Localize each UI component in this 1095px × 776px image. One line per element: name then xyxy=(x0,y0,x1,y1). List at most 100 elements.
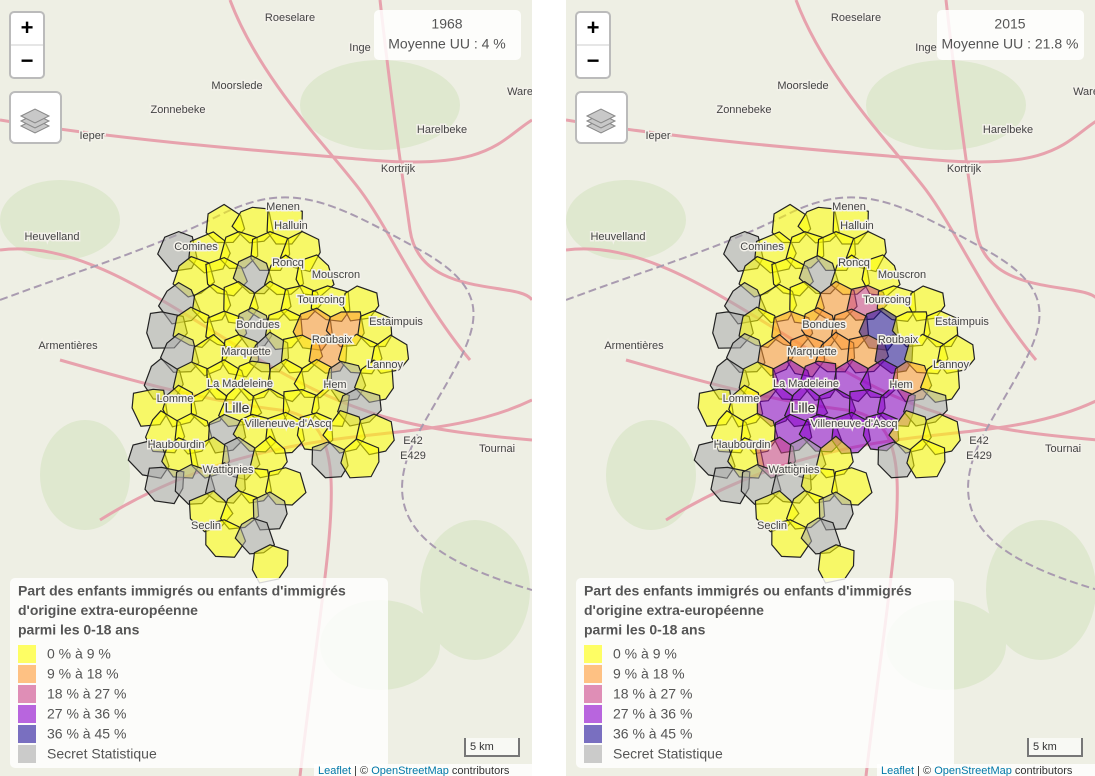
woodland xyxy=(606,420,696,530)
place-label: Kortrijk xyxy=(381,163,416,175)
legend-swatch xyxy=(584,705,602,723)
place-label: Lannoy xyxy=(367,359,404,371)
woodland xyxy=(420,520,530,660)
place-label: Zonnebeke xyxy=(150,104,205,116)
zoom-in-button[interactable]: + xyxy=(21,15,34,40)
scale-bar xyxy=(464,738,520,757)
place-label: Roeselare xyxy=(265,12,315,24)
commune xyxy=(771,519,813,558)
attribution-leaflet[interactable]: Leaflet xyxy=(881,765,914,776)
place-label: Comines xyxy=(740,241,784,253)
legend-label: Secret Statistique xyxy=(47,746,157,762)
place-label: Ieper xyxy=(79,130,104,142)
legend-swatch xyxy=(18,745,36,763)
attribution-separator: | © xyxy=(917,765,931,776)
zoom-out-button[interactable]: − xyxy=(21,48,34,73)
info-year: 2015 xyxy=(994,16,1025,32)
attribution-leaflet[interactable]: Leaflet xyxy=(318,765,351,776)
map-panel: Roeselare Inge Moorslede Zonnebeke Ieper Hare… xyxy=(566,0,1095,776)
info-average: Moyenne UU : 21.8 % xyxy=(942,36,1079,52)
place-label: Roncq xyxy=(838,257,870,269)
place-label: Lille xyxy=(225,400,250,416)
road xyxy=(794,0,1038,361)
road xyxy=(378,0,532,302)
commune xyxy=(877,441,915,479)
place-label: Roubaix xyxy=(878,334,919,346)
legend-label: 36 % à 45 % xyxy=(613,726,692,742)
legend-title: Part des enfants immigrés ou enfants d'i… xyxy=(18,583,346,599)
attribution-osm[interactable]: OpenStreetMap xyxy=(371,765,449,776)
layers-icon xyxy=(19,108,51,124)
woodland xyxy=(40,420,130,530)
place-label: Heuvelland xyxy=(590,231,645,243)
legend-label: 9 % à 18 % xyxy=(47,666,119,682)
place-label: Haubourdin xyxy=(148,439,205,451)
place-label: Estaimpuis xyxy=(935,316,989,328)
attribution: Leaflet | © OpenStreetMap contributors xyxy=(881,765,1073,776)
scale-bar xyxy=(1027,738,1083,757)
place-label: Roeselare xyxy=(831,12,881,24)
place-label: Mouscron xyxy=(312,269,360,281)
legend-label: 0 % à 9 % xyxy=(613,646,677,662)
commune xyxy=(252,491,288,531)
commune xyxy=(906,438,946,479)
place-label: Estaimpuis xyxy=(369,316,423,328)
place-label: Wattignies xyxy=(769,464,820,476)
place-label: Tournai xyxy=(479,443,515,455)
attribution-osm[interactable]: OpenStreetMap xyxy=(934,765,1012,776)
place-label: Hem xyxy=(889,379,912,391)
layers-icon xyxy=(585,108,617,124)
place-label: Wattignies xyxy=(203,464,254,476)
legend-swatch xyxy=(584,665,602,683)
place-label: Tournai xyxy=(1045,443,1081,455)
place-label: Inge xyxy=(915,42,936,54)
legend-title: d'origine extra-européenne xyxy=(18,602,198,618)
legend-title: d'origine extra-européenne xyxy=(584,602,764,618)
legend-swatch xyxy=(18,645,36,663)
road xyxy=(566,118,1095,164)
place-label: Halluin xyxy=(274,220,308,232)
place-label: La Madeleine xyxy=(207,378,273,390)
legend-label: 36 % à 45 % xyxy=(47,726,126,742)
legend-label: 27 % à 36 % xyxy=(613,706,692,722)
place-label: Moorslede xyxy=(777,80,828,92)
legend-swatch xyxy=(18,705,36,723)
legend-label: 9 % à 18 % xyxy=(613,666,685,682)
place-label: Comines xyxy=(174,241,218,253)
road xyxy=(0,118,532,164)
legend-swatch xyxy=(584,745,602,763)
woodland xyxy=(566,180,686,260)
attribution: Leaflet | © OpenStreetMap contributors xyxy=(318,765,510,776)
place-label: Zonnebeke xyxy=(716,104,771,116)
legend-swatch xyxy=(584,685,602,703)
place-label: Armentières xyxy=(604,340,664,352)
place-label: Villeneuve-d'Ascq xyxy=(245,418,332,430)
info-box xyxy=(937,10,1084,60)
zoom-out-button[interactable]: − xyxy=(587,48,600,73)
road xyxy=(944,0,1095,300)
place-label: Marquette xyxy=(221,346,271,358)
place-label: Mouscron xyxy=(878,269,926,281)
place-label: E42 xyxy=(403,435,423,447)
place-label: Seclin xyxy=(757,520,787,532)
place-label: Bondues xyxy=(802,319,846,331)
place-label: Villeneuve-d'Ascq xyxy=(811,418,898,430)
info-box xyxy=(374,10,521,60)
legend-swatch xyxy=(18,725,36,743)
place-label: Lomme xyxy=(157,393,194,405)
woodland xyxy=(866,60,1026,150)
legend-swatch xyxy=(584,725,602,743)
place-label: Moorslede xyxy=(211,80,262,92)
woodland xyxy=(986,520,1095,660)
attribution-box xyxy=(314,764,532,776)
commune xyxy=(311,441,349,479)
place-label: Menen xyxy=(832,201,866,213)
place-label: Harelbeke xyxy=(983,124,1033,136)
zoom-in-button[interactable]: + xyxy=(587,15,600,40)
legend-label: 18 % à 27 % xyxy=(613,686,692,702)
info-average: Moyenne UU : 4 % xyxy=(388,36,506,52)
legend-title: parmi les 0-18 ans xyxy=(18,622,140,638)
woodland xyxy=(0,180,120,260)
place-label: Hem xyxy=(323,379,346,391)
